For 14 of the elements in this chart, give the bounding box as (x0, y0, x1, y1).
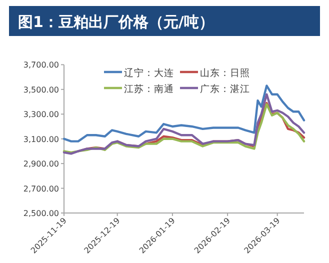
chart-title: 图1：豆粕出厂价格（元/吨） (18, 13, 214, 31)
legend-label: 江苏：南通 (124, 83, 174, 95)
line-series (62, 93, 306, 155)
legend-label: 广东：湛江 (200, 83, 250, 95)
y-tick-label: 3,100.00 (23, 134, 59, 144)
y-tick-label: 3,300.00 (23, 110, 59, 120)
y-tick-label: 2,500.00 (23, 209, 59, 218)
legend-label: 山东：日照 (200, 67, 250, 79)
y-tick-label: 2,700.00 (23, 184, 59, 194)
line-series (62, 84, 306, 142)
legend-label: 辽宁：大连 (124, 67, 174, 79)
y-tick-label: 2,900.00 (23, 160, 59, 169)
y-tick-label: 3,700.00 (23, 60, 59, 70)
y-tick-label: 3,500.00 (23, 85, 59, 94)
